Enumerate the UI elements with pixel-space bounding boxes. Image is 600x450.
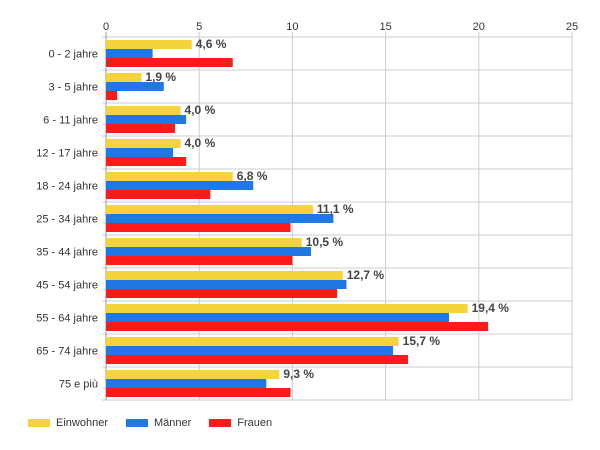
legend-swatch-einwohner xyxy=(28,419,50,427)
category-label: 3 - 5 jahre xyxy=(48,82,98,94)
bar-mnner xyxy=(106,148,174,157)
x-tick-label: 0 xyxy=(103,21,109,33)
bar-frauen xyxy=(106,190,211,199)
bar-mnner xyxy=(106,214,334,223)
legend-label-einwohner: Einwohner xyxy=(56,417,108,429)
category-label: 6 - 11 jahre xyxy=(43,115,98,127)
category-label: 18 - 24 jahre xyxy=(36,181,98,193)
bar-einwohner xyxy=(106,73,142,82)
data-label-einwohner: 12,7 % xyxy=(347,268,385,282)
bar-einwohner xyxy=(106,370,280,379)
grid-lines xyxy=(102,32,573,401)
legend-swatch-maenner xyxy=(125,419,148,427)
bar-einwohner xyxy=(106,337,399,346)
legend-item-maenner: Männer xyxy=(125,417,192,429)
bar-frauen xyxy=(106,124,175,133)
category-label: 12 - 17 jahre xyxy=(36,148,98,160)
legend-item-frauen: Frauen xyxy=(209,417,272,429)
category-label: 75 e più xyxy=(59,379,98,391)
x-tick-label: 5 xyxy=(196,21,202,33)
category-label: 55 - 64 jahre xyxy=(36,313,98,325)
legend-label-frauen: Frauen xyxy=(237,417,273,429)
bar-frauen xyxy=(106,322,489,331)
category-label: 35 - 44 jahre xyxy=(36,247,98,259)
data-label-einwohner: 11,1 % xyxy=(317,202,354,216)
bar-frauen xyxy=(106,289,338,298)
bar-einwohner xyxy=(106,106,181,115)
data-label-einwohner: 19,4 % xyxy=(472,301,510,315)
category-label: 65 - 74 jahre xyxy=(36,346,98,358)
legend-item-einwohner: Einwohner xyxy=(28,417,108,429)
bar-einwohner xyxy=(106,238,302,247)
data-label-einwohner: 10,5 % xyxy=(306,235,344,249)
legend: Einwohner Männer Frauen xyxy=(28,417,272,429)
bar-einwohner xyxy=(106,304,468,313)
bar-mnner xyxy=(106,346,394,355)
bar-mnner xyxy=(106,115,187,124)
category-label: 0 - 2 jahre xyxy=(48,49,98,61)
bar-frauen xyxy=(106,256,293,265)
data-label-einwohner: 6,8 % xyxy=(237,169,268,183)
bar-frauen xyxy=(106,355,408,364)
x-tick-label: 15 xyxy=(379,21,391,33)
data-label-einwohner: 9,3 % xyxy=(283,367,314,381)
bar-frauen xyxy=(106,58,233,67)
bar-mnner xyxy=(106,313,449,322)
x-tick-label: 10 xyxy=(286,21,298,33)
bar-einwohner xyxy=(106,40,192,49)
data-label-einwohner: 4,0 % xyxy=(185,103,216,117)
bar-frauen xyxy=(106,388,291,397)
data-label-einwohner: 15,7 % xyxy=(403,334,441,348)
bar-frauen xyxy=(106,157,187,166)
category-label: 25 - 34 jahre xyxy=(36,214,98,226)
legend-swatch-frauen xyxy=(209,419,232,427)
data-label-einwohner: 1,9 % xyxy=(145,70,176,84)
bar-frauen xyxy=(106,223,291,232)
bar-frauen xyxy=(106,91,118,100)
bars xyxy=(106,40,489,397)
bar-einwohner xyxy=(106,205,313,214)
category-label: 45 - 54 jahre xyxy=(36,280,98,292)
data-label-einwohner: 4,0 % xyxy=(185,136,216,150)
bar-mnner xyxy=(106,82,164,91)
data-labels: 4,6 % 1,9 % 4,0 % 4,0 % 6,8 % 11,1 % 10,5 % 12,… xyxy=(145,37,509,381)
x-tick-label: 20 xyxy=(473,21,485,33)
category-labels: 0 - 2 jahre 3 - 5 jahre 6 - 11 jahre 12 - 1… xyxy=(36,49,98,391)
x-axis-tick-labels: 0 5 10 15 20 25 xyxy=(103,21,578,33)
bar-mnner xyxy=(106,49,153,58)
bar-mnner xyxy=(106,181,254,190)
bar-mnner xyxy=(106,280,347,289)
data-label-einwohner: 4,6 % xyxy=(196,37,227,51)
legend-label-maenner: Männer xyxy=(153,417,192,429)
population-bar-chart: 0 5 10 15 20 25 0 - 2 jahre 3 - 5 jahre 6 - 11 … xyxy=(36,21,578,401)
bar-mnner xyxy=(106,379,267,388)
x-tick-label: 25 xyxy=(566,21,578,33)
bar-einwohner xyxy=(106,139,181,148)
bar-einwohner xyxy=(106,271,343,280)
bar-mnner xyxy=(106,247,312,256)
bar-einwohner xyxy=(106,172,233,181)
